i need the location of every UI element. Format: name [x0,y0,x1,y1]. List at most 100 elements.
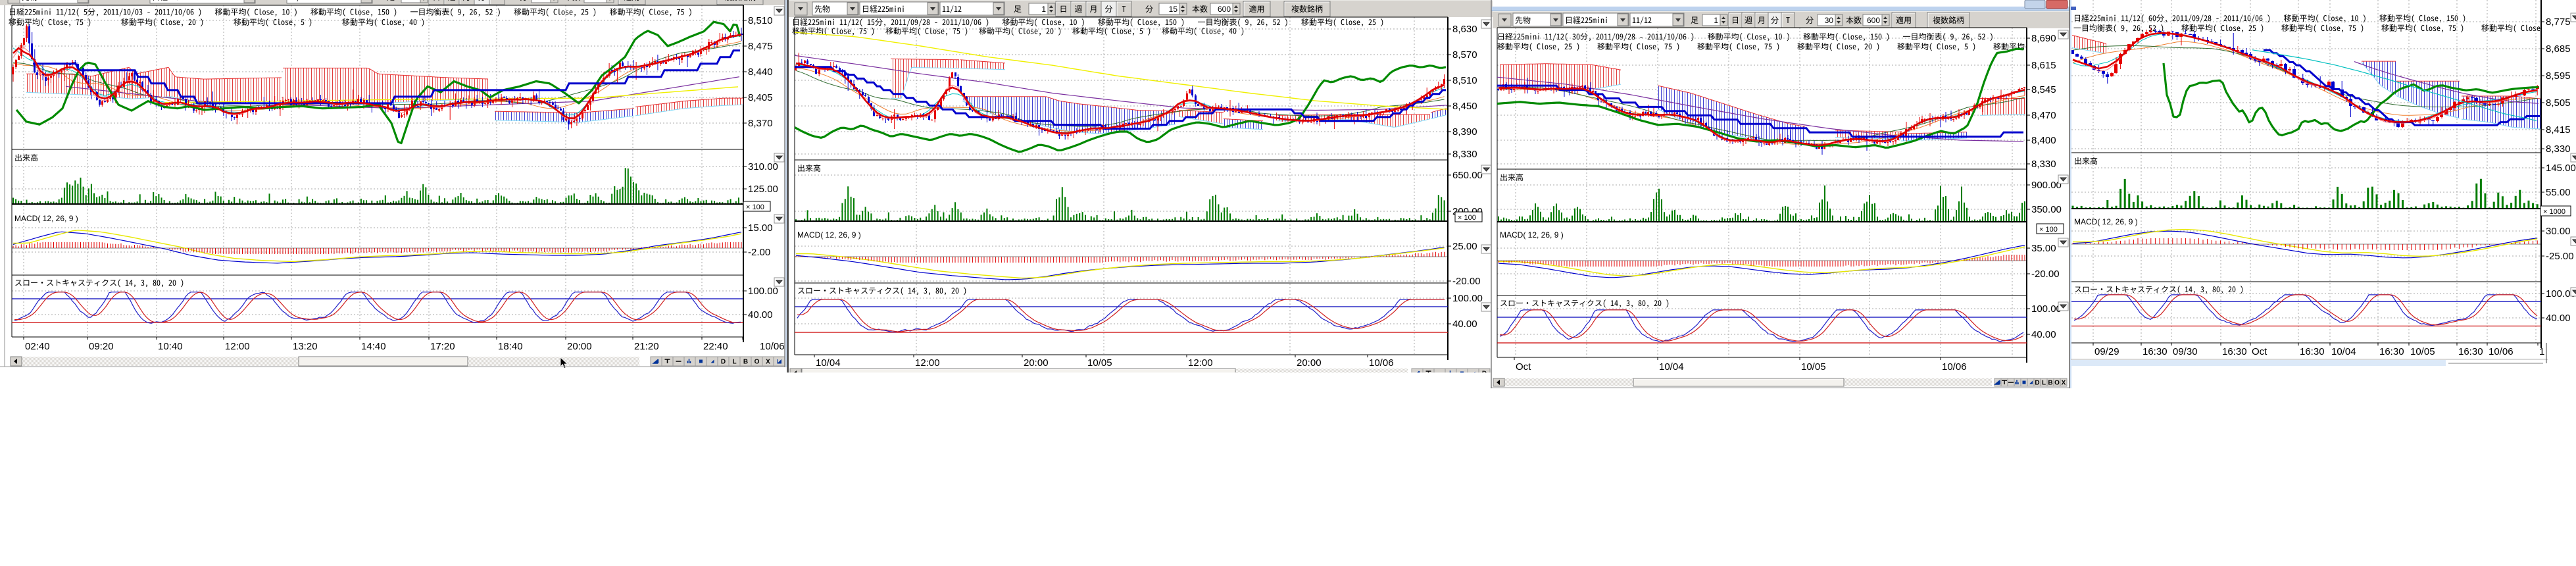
svg-text:100.00: 100.00 [2546,288,2576,299]
svg-text:100.00: 100.00 [748,286,778,297]
svg-text:Oct: Oct [2252,346,2267,357]
svg-text:20:00: 20:00 [1297,357,1322,369]
svg-text:30.00: 30.00 [2546,226,2571,237]
svg-text:600: 600 [1218,5,1231,14]
svg-text:22:40: 22:40 [703,341,728,352]
svg-text:X: X [2062,380,2066,387]
svg-text:-20.00: -20.00 [2031,269,2060,280]
svg-text:× 100: × 100 [2039,226,2058,234]
svg-text:8,570: 8,570 [1452,49,1477,61]
svg-text:8,510: 8,510 [1452,75,1477,86]
svg-text:1: 1 [1714,16,1718,25]
svg-text:8,405: 8,405 [748,92,773,103]
svg-text:8,595: 8,595 [2546,70,2571,82]
svg-text:17:20: 17:20 [430,341,455,352]
svg-text:13:20: 13:20 [293,341,318,352]
svg-text:8,475: 8,475 [748,41,773,52]
svg-text:100.00: 100.00 [1452,293,1483,304]
svg-text:30: 30 [1825,16,1834,25]
svg-text:15: 15 [1169,5,1178,14]
svg-text:8,370: 8,370 [748,118,773,129]
svg-text:1: 1 [2539,346,2544,357]
svg-text:L: L [732,359,736,366]
svg-text:125.00: 125.00 [748,184,778,195]
svg-text:D: D [2035,380,2039,387]
svg-text:Oct: Oct [1516,361,1531,373]
svg-text:900.00: 900.00 [2031,180,2062,191]
svg-text:× 1000: × 1000 [2543,208,2565,216]
svg-text:650.00: 650.00 [1452,170,1483,181]
svg-text:10/04: 10/04 [1659,361,1684,373]
svg-text:16:30: 16:30 [2379,346,2404,357]
svg-text:8,440: 8,440 [748,66,773,78]
svg-text:8,390: 8,390 [1452,126,1477,138]
svg-text:55.00: 55.00 [2546,187,2571,198]
svg-text:21:20: 21:20 [634,341,659,352]
svg-text:O: O [2054,380,2060,387]
svg-text:18:40: 18:40 [498,341,523,352]
svg-text:10/05: 10/05 [2410,346,2435,357]
svg-text:40.00: 40.00 [748,309,773,321]
svg-text:20:00: 20:00 [567,341,592,352]
svg-text:10/04: 10/04 [2331,346,2356,357]
svg-text:600: 600 [1867,16,1880,25]
svg-text:10/06: 10/06 [760,341,785,352]
svg-text:8,510: 8,510 [748,15,773,26]
svg-text:8,450: 8,450 [1452,101,1477,112]
svg-text:O: O [755,359,760,366]
svg-text:8,505: 8,505 [2546,97,2571,109]
svg-text:02:40: 02:40 [25,341,50,352]
svg-text:8,615: 8,615 [2031,60,2056,71]
svg-text:8,400: 8,400 [2031,135,2056,146]
svg-text:09/29: 09/29 [2094,346,2119,357]
svg-text:10/06: 10/06 [1369,357,1394,369]
svg-text:16:30: 16:30 [2222,346,2247,357]
svg-text:8,330: 8,330 [2546,143,2571,155]
svg-text:100.00: 100.00 [2031,303,2062,315]
svg-text:35.00: 35.00 [2031,243,2056,254]
svg-text:MACD( 12, 26, 9 ): MACD( 12, 26, 9 ) [797,230,861,240]
svg-text:MACD( 12, 26, 9 ): MACD( 12, 26, 9 ) [1500,230,1564,240]
svg-text:40.00: 40.00 [2031,329,2056,340]
svg-text:10/04: 10/04 [816,357,841,369]
svg-text:8,775: 8,775 [2546,16,2571,28]
svg-text:10:40: 10:40 [158,341,183,352]
svg-text:12:00: 12:00 [225,341,250,352]
svg-text:-25.00: -25.00 [2546,251,2574,262]
svg-text:L: L [2042,380,2046,387]
svg-text:12:00: 12:00 [1188,357,1213,369]
svg-text:-20.00: -20.00 [1452,276,1481,287]
svg-text:8,685: 8,685 [2546,43,2571,55]
svg-text:MACD( 12, 26, 9 ): MACD( 12, 26, 9 ) [14,214,78,223]
svg-text:8,330: 8,330 [1452,149,1477,160]
svg-text:1: 1 [1041,5,1046,14]
svg-text:310.00: 310.00 [748,161,778,172]
svg-text:16:30: 16:30 [2300,346,2325,357]
svg-text:600: 600 [591,0,605,2]
svg-text:14:40: 14:40 [361,341,386,352]
svg-text:10/05: 10/05 [1087,357,1112,369]
svg-text:10/06: 10/06 [2489,346,2514,357]
svg-text:09/30: 09/30 [2173,346,2198,357]
svg-text:15.00: 15.00 [748,222,773,234]
svg-text:MACD( 12, 26, 9 ): MACD( 12, 26, 9 ) [2074,217,2138,226]
svg-text:1: 1 [414,0,418,2]
svg-text:16:30: 16:30 [2458,346,2483,357]
svg-text:16:30: 16:30 [2143,346,2167,357]
svg-text:5: 5 [544,0,549,2]
svg-text:8,545: 8,545 [2031,84,2056,95]
svg-text:12:00: 12:00 [915,357,940,369]
svg-text:10/05: 10/05 [1801,361,1826,373]
svg-text:10/06: 10/06 [1942,361,1967,373]
svg-text:20:00: 20:00 [1024,357,1049,369]
svg-text:8,630: 8,630 [1452,24,1477,35]
svg-text:× 100: × 100 [1458,214,1476,222]
svg-text:40.00: 40.00 [1452,319,1477,330]
svg-text:8,470: 8,470 [2031,110,2056,121]
svg-text:09:20: 09:20 [89,341,114,352]
svg-text:D: D [721,359,726,366]
svg-text:B: B [2048,380,2052,387]
svg-text:8,690: 8,690 [2031,33,2056,44]
svg-text:40.00: 40.00 [2546,313,2571,324]
svg-text:145.00: 145.00 [2546,163,2576,174]
